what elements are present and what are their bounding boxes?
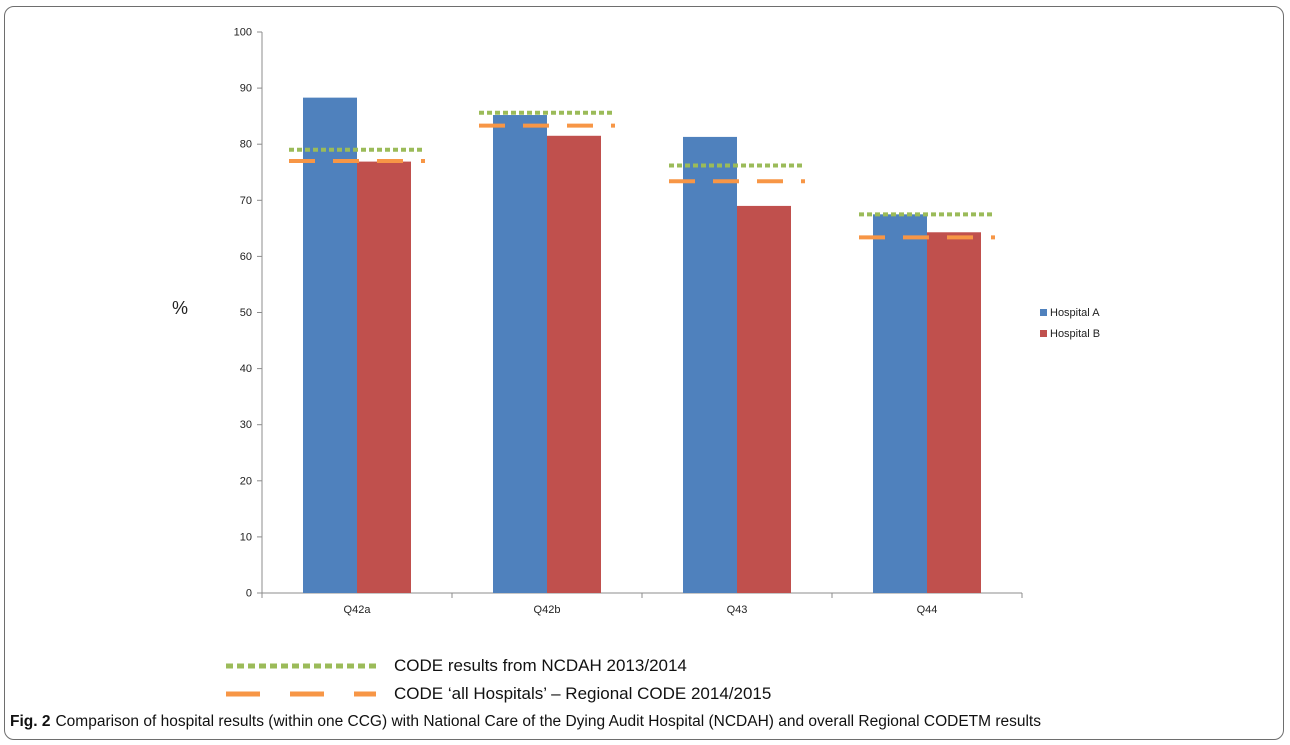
figure-frame (4, 6, 1284, 740)
y-tick-label: 50 (240, 307, 252, 319)
x-tick-label: Q42a (344, 604, 372, 616)
y-tick-label: 100 (234, 27, 252, 39)
bar-hospital-a (683, 136, 737, 594)
y-tick-label: 90 (240, 83, 252, 95)
y-tick-label: 20 (240, 475, 252, 487)
legend-swatch-hospital-a (1040, 309, 1047, 316)
x-tick-label: Q44 (917, 604, 938, 616)
bar-hospital-b (927, 232, 981, 594)
y-tick-label: 80 (240, 139, 252, 151)
x-tick-label: Q43 (727, 604, 748, 616)
series-legend: Hospital A Hospital B (1040, 302, 1100, 344)
y-tick-label: 40 (240, 363, 252, 375)
reference-legend-regional: CODE ‘all Hospitals’ – Regional CODE 201… (226, 680, 771, 708)
bar-hospital-b (547, 135, 601, 593)
dashed-line-sample (226, 691, 376, 697)
caption-prefix: Fig. 2 (10, 713, 51, 730)
legend-item-hospital-b: Hospital B (1040, 323, 1100, 344)
reference-legend-ncdah: CODE results from NCDAH 2013/2014 (226, 652, 771, 680)
bar-hospital-a (493, 115, 547, 593)
y-axis-label: % (172, 298, 189, 318)
bar-hospital-b (357, 161, 411, 593)
bar-hospital-b (737, 205, 791, 593)
legend-label-hospital-a: Hospital A (1050, 306, 1100, 319)
reference-legend-label-ncdah: CODE results from NCDAH 2013/2014 (394, 656, 687, 675)
y-tick-label: 10 (240, 531, 252, 543)
y-tick-label: 60 (240, 251, 252, 263)
figure-caption: Fig. 2 Comparison of hospital results (wi… (10, 713, 1041, 731)
y-tick-label: 30 (240, 419, 252, 431)
bar-hospital-a (303, 97, 357, 594)
reference-line-legend: CODE results from NCDAH 2013/2014 CODE ‘… (226, 652, 771, 708)
legend-swatch-hospital-b (1040, 330, 1047, 337)
y-tick-label: 70 (240, 195, 252, 207)
dotted-line-sample (226, 663, 376, 669)
reference-legend-label-regional: CODE ‘all Hospitals’ – Regional CODE 201… (394, 684, 772, 703)
y-tick-label: 0 (246, 588, 252, 600)
bar-hospital-a (873, 214, 927, 593)
caption-text: Comparison of hospital results (within o… (55, 713, 1041, 730)
legend-label-hospital-b: Hospital B (1050, 327, 1101, 340)
legend-item-hospital-a: Hospital A (1040, 302, 1100, 323)
x-tick-label: Q42b (534, 604, 561, 616)
